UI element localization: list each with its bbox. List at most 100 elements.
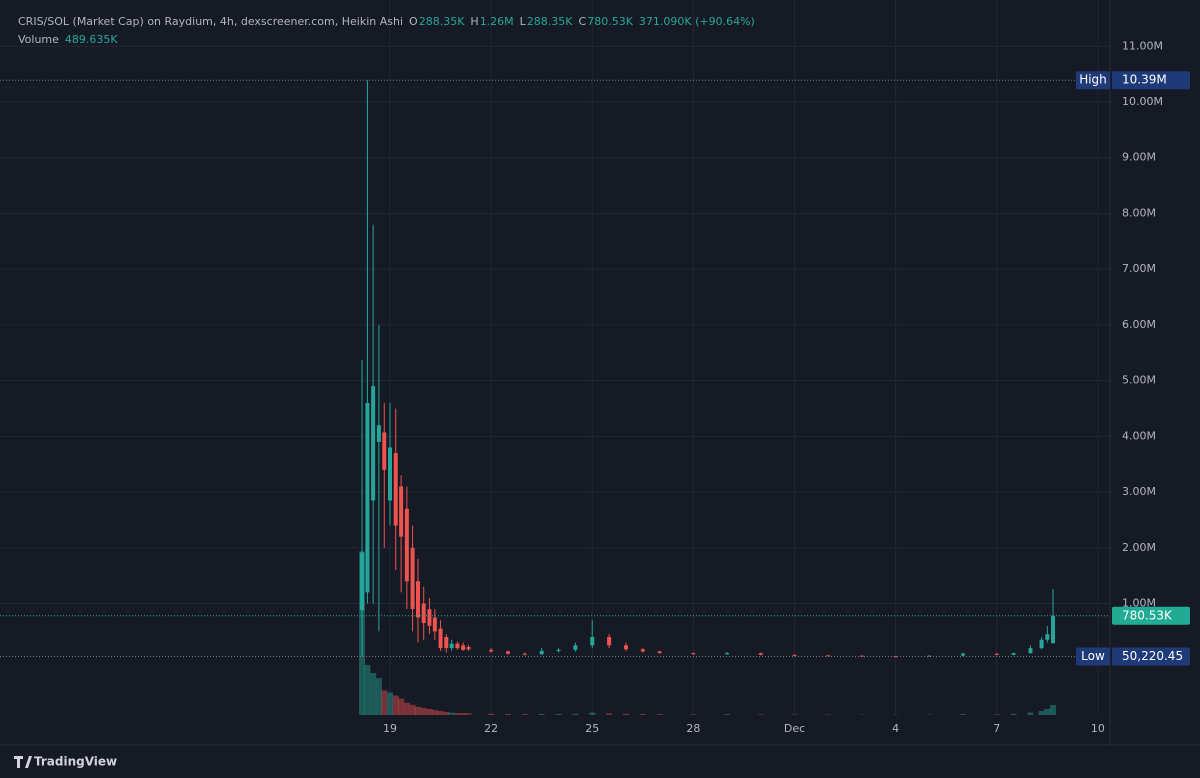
candle-body (1039, 639, 1044, 649)
volume-bar (521, 714, 528, 715)
plot (0, 79, 1110, 715)
x-tick-label: Dec (784, 722, 805, 735)
header: CRIS/SOL (Market Cap) on Raydium, 4h, de… (18, 15, 755, 46)
x-tick-label: 22 (484, 722, 498, 735)
volume-bar (622, 713, 629, 715)
price-name: Low (1081, 649, 1105, 663)
volume-bar (791, 714, 798, 715)
candle-body (994, 653, 999, 655)
volume-bar (993, 714, 1000, 715)
x-tick-label: 25 (585, 722, 599, 735)
candle-body (415, 581, 420, 618)
volume-bar (437, 710, 444, 715)
legend-value: 1.26M (480, 15, 514, 28)
y-tick-label: 3.00M (1122, 485, 1156, 498)
y-tick-label: 9.00M (1122, 151, 1156, 164)
volume-bar (960, 714, 967, 715)
candle-body (393, 453, 398, 526)
volume-bar (465, 713, 472, 715)
volume-bar (448, 712, 455, 715)
candle-body (427, 609, 432, 626)
volume-bar (375, 678, 382, 715)
volume-bar (403, 702, 410, 715)
legend-value: 780.53K (587, 15, 633, 28)
volume-value: 489.635K (65, 33, 118, 46)
volume-bar (443, 711, 450, 715)
legend-value: 288.35K (419, 15, 465, 28)
candle-body (455, 643, 460, 649)
candle-body (1028, 648, 1033, 654)
volume-bar (606, 713, 613, 715)
candle-body (539, 650, 544, 655)
brand: TradingView (34, 755, 117, 769)
candle-body (691, 653, 696, 655)
volume-bar (364, 664, 371, 715)
candle-body (927, 655, 932, 657)
candle-body (826, 655, 831, 657)
volume-bar (392, 695, 399, 715)
y-tick-label: 4.00M (1122, 429, 1156, 442)
volume-bar (555, 713, 562, 715)
volume-bar (414, 706, 421, 715)
candle-body (388, 447, 392, 501)
logo (14, 756, 32, 768)
candle-body (371, 386, 376, 501)
x-tick-label: 19 (383, 722, 397, 735)
x-tick-label: 7 (993, 722, 1000, 735)
volume-bar (589, 712, 596, 715)
candle-body (365, 402, 370, 593)
legend-key: L (520, 15, 527, 28)
y-tick-label: 2.00M (1122, 541, 1156, 554)
candle-body (792, 654, 797, 656)
volume-label: Volume (18, 33, 59, 46)
candle-body (382, 432, 387, 470)
candle-body (449, 643, 454, 649)
volume-bar (431, 709, 438, 715)
candle-body (461, 645, 466, 650)
candle-body (444, 636, 449, 649)
footer: TradingView (14, 755, 117, 769)
y-tick-label: 6.00M (1122, 318, 1156, 331)
volume-bar (454, 712, 461, 715)
candle-body (360, 552, 365, 611)
volume-bar (538, 713, 545, 715)
candle-body (1011, 653, 1016, 655)
price-tag (1112, 606, 1190, 625)
volume-bar (460, 712, 467, 715)
legend-key: H (470, 15, 478, 28)
volume-bar (572, 713, 579, 715)
y-tick-label: 8.00M (1122, 206, 1156, 219)
volume-bar (690, 714, 697, 715)
volume-bar (1050, 704, 1057, 715)
price-tag (1112, 647, 1190, 666)
volume-bar (639, 713, 646, 715)
candle-body (640, 649, 645, 652)
price-tag (1112, 71, 1190, 90)
volume-bar (381, 690, 388, 715)
volume-bar (504, 713, 511, 715)
y-tick-label: 5.00M (1122, 374, 1156, 387)
volume-bar (656, 714, 663, 715)
legend-key: O (409, 15, 418, 28)
price-name-box (1076, 647, 1110, 666)
axis: 1.00M 2.00M 3.00M 4.00M 5.00M 6.00M 7.00M 8.00M… (0, 0, 1200, 746)
volume-bar (1027, 712, 1034, 715)
candle-body (758, 653, 763, 655)
candle-body (893, 656, 898, 658)
x-tick-label: 28 (686, 722, 700, 735)
candle-body (432, 617, 437, 632)
volume-bar (724, 714, 731, 715)
candle-body (399, 486, 404, 537)
legend-change: 371.090K (+90.64%) (639, 15, 755, 28)
volume-bar (420, 707, 427, 715)
candle-body (961, 653, 966, 656)
y-tick-label: 10.00M (1122, 95, 1163, 108)
volume-bar (1010, 713, 1017, 715)
volume-bar (757, 714, 764, 715)
volume-bar (488, 713, 495, 715)
volume-bar (398, 698, 405, 715)
x-tick-label: 4 (892, 722, 899, 735)
